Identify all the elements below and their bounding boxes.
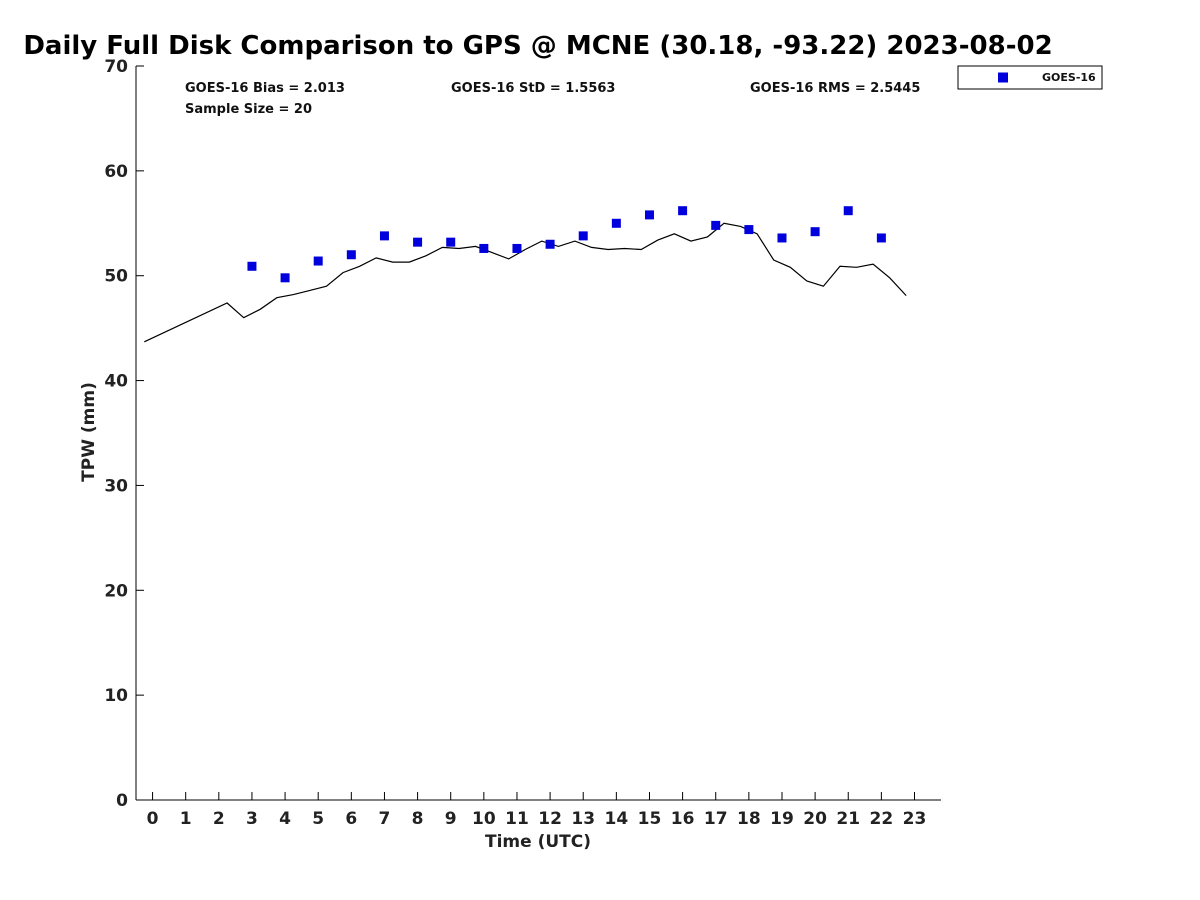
goes16-point bbox=[678, 206, 688, 216]
axes bbox=[135, 66, 941, 801]
x-tick-label: 15 bbox=[638, 809, 662, 829]
y-tick-label: 0 bbox=[116, 791, 128, 811]
y-tick-label: 40 bbox=[104, 372, 128, 392]
goes16-point bbox=[810, 227, 820, 237]
goes16-point bbox=[843, 206, 853, 216]
x-tick-label: 8 bbox=[412, 809, 424, 829]
x-tick-label: 17 bbox=[704, 809, 728, 829]
y-tick-label: 10 bbox=[104, 686, 128, 706]
rms-stat: GOES-16 RMS = 2.5445 bbox=[750, 81, 920, 96]
x-tick-label: 20 bbox=[803, 809, 827, 829]
x-tick-label: 21 bbox=[836, 809, 860, 829]
x-tick-label: 6 bbox=[345, 809, 357, 829]
x-tick-label: 11 bbox=[505, 809, 529, 829]
x-tick-label: 16 bbox=[671, 809, 695, 829]
x-tick-label: 14 bbox=[605, 809, 629, 829]
goes16-point bbox=[744, 225, 754, 235]
y-axis-ticks: 0 10 20 30 40 50 60 70 bbox=[104, 57, 144, 811]
goes16-point bbox=[777, 233, 787, 243]
x-tick-label: 22 bbox=[870, 809, 894, 829]
x-axis-label: Time (UTC) bbox=[485, 832, 591, 852]
x-tick-label: 3 bbox=[246, 809, 258, 829]
goes16-point bbox=[379, 231, 389, 241]
gps-line-series bbox=[144, 222, 907, 343]
goes16-point bbox=[313, 256, 323, 266]
y-tick-label: 70 bbox=[104, 57, 128, 77]
x-tick-label: 23 bbox=[903, 809, 927, 829]
x-tick-label: 13 bbox=[571, 809, 595, 829]
goes16-point bbox=[711, 220, 721, 230]
goes16-point bbox=[479, 243, 489, 253]
x-tick-label: 2 bbox=[213, 809, 225, 829]
x-tick-label: 0 bbox=[147, 809, 159, 829]
x-tick-label: 5 bbox=[312, 809, 324, 829]
x-tick-label: 19 bbox=[770, 809, 794, 829]
y-tick-label: 20 bbox=[104, 581, 128, 601]
legend-box bbox=[957, 65, 1103, 90]
bias-stat: GOES-16 Bias = 2.013 bbox=[185, 81, 345, 96]
y-tick-label: 50 bbox=[104, 267, 128, 287]
goes16-point bbox=[876, 233, 886, 243]
goes16-point bbox=[512, 243, 522, 253]
x-tick-label: 12 bbox=[538, 809, 562, 829]
goes16-point bbox=[611, 218, 621, 228]
x-tick-label: 9 bbox=[445, 809, 457, 829]
x-tick-label: 10 bbox=[472, 809, 496, 829]
x-tick-label: 4 bbox=[279, 809, 291, 829]
goes16-point bbox=[545, 239, 555, 249]
goes16-point bbox=[346, 250, 356, 260]
legend: GOES-16 bbox=[957, 65, 1103, 90]
goes16-point bbox=[578, 231, 588, 241]
goes16-scatter-series bbox=[247, 206, 886, 283]
goes16-point bbox=[644, 210, 654, 220]
y-tick-label: 60 bbox=[104, 162, 128, 182]
goes16-point bbox=[413, 237, 423, 247]
chart-title: Daily Full Disk Comparison to GPS @ MCNE… bbox=[23, 31, 1052, 61]
goes16-point bbox=[247, 261, 257, 271]
x-axis-ticks: 0 1 2 3 4 5 6 7 8 9 10 11 12 13 14 15 16 17 18 19 20 21 22 23 bbox=[147, 792, 927, 829]
y-axis-label: TPW (mm) bbox=[79, 382, 99, 482]
gps-tpw-line bbox=[144, 222, 907, 343]
x-tick-label: 1 bbox=[180, 809, 192, 829]
x-tick-label: 18 bbox=[737, 809, 761, 829]
legend-marker bbox=[998, 72, 1008, 83]
goes16-point bbox=[446, 237, 456, 247]
x-tick-label: 7 bbox=[379, 809, 391, 829]
goes16-point bbox=[280, 273, 290, 283]
y-tick-label: 30 bbox=[104, 476, 128, 496]
std-stat: GOES-16 StD = 1.5563 bbox=[451, 81, 615, 96]
legend-label: GOES-16 bbox=[1042, 71, 1096, 84]
sample-size-stat: Sample Size = 20 bbox=[185, 102, 312, 117]
